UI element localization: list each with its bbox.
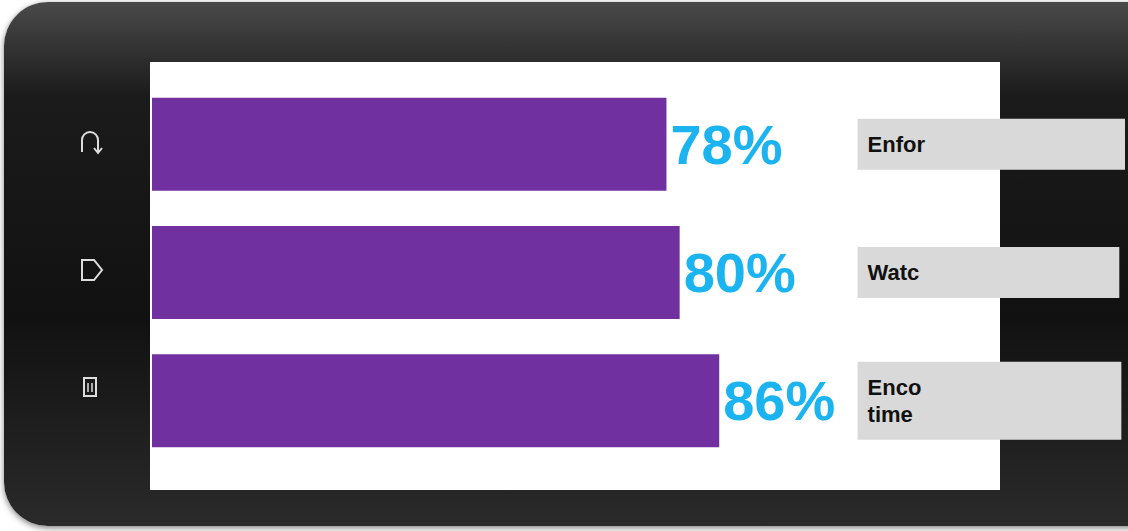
svg-text:Watc: Watc [868, 260, 920, 285]
svg-text:Enfor: Enfor [868, 132, 926, 157]
svg-text:time: time [868, 402, 913, 427]
svg-text:80%: 80% [684, 241, 796, 304]
svg-text:78%: 78% [670, 113, 782, 176]
svg-text:86%: 86% [723, 369, 835, 432]
svg-text:Enco: Enco [868, 375, 922, 400]
